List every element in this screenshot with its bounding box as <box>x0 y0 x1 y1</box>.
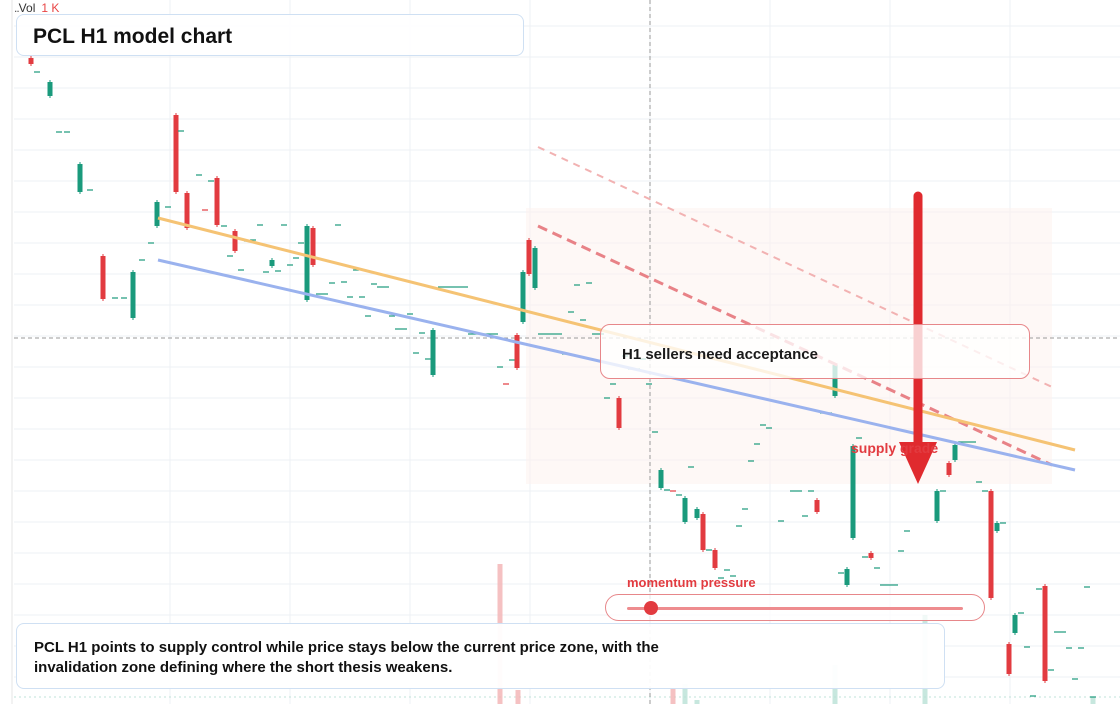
momentum-gauge <box>605 594 985 621</box>
candle-body <box>1012 615 1018 633</box>
title-panel: PCL H1 model chart <box>16 14 524 56</box>
volume-bar <box>682 684 688 704</box>
candles <box>28 56 1096 698</box>
chart-title: PCL H1 model chart <box>33 25 233 48</box>
candle-body <box>173 115 179 192</box>
candle-body <box>310 228 316 265</box>
volume-label: Vol <box>18 1 36 15</box>
callout-text: H1 sellers need acceptance <box>622 346 818 363</box>
candle-body <box>214 178 220 225</box>
candle-body <box>682 498 688 522</box>
candle-body <box>694 509 700 518</box>
volume-bar <box>515 690 521 704</box>
volume-handle-icon: .. <box>14 1 20 15</box>
supply-grade-label: supply grade <box>851 440 939 456</box>
candle-body <box>77 164 83 192</box>
candle-body <box>850 446 856 538</box>
candle-body <box>304 226 310 300</box>
volume-bar <box>1090 697 1096 704</box>
candle-body <box>184 193 190 228</box>
candle-body <box>28 58 34 64</box>
candle-body <box>988 491 994 598</box>
dashed-channel-line-dark <box>537 224 1053 467</box>
candle-body <box>868 553 874 558</box>
momentum-track <box>627 607 963 610</box>
callout-panel: H1 sellers need acceptance <box>600 324 1030 379</box>
momentum-label: momentum pressure <box>627 575 756 590</box>
short-arrow-head <box>899 442 937 484</box>
candle-body <box>154 202 160 226</box>
candle-body <box>520 272 526 322</box>
candle-body <box>700 514 706 550</box>
candle-body <box>1006 644 1012 674</box>
volume-bar <box>694 700 700 704</box>
candle-body <box>658 470 664 488</box>
summary-text: PCL H1 points to supply control while pr… <box>34 639 659 676</box>
momentum-knob <box>643 601 658 615</box>
candle-body <box>952 445 958 460</box>
volume-value: 1 K <box>41 1 60 15</box>
candle-body <box>232 231 238 251</box>
candle-body <box>47 82 53 96</box>
volume-readout: ..Vol 1 K <box>14 1 59 15</box>
candle-body <box>844 569 850 585</box>
candle-body <box>514 335 520 368</box>
candle-body <box>832 365 838 396</box>
candle-body <box>430 330 436 375</box>
candle-body <box>994 523 1000 531</box>
candle-body <box>934 491 940 521</box>
candle-body <box>616 398 622 428</box>
candle-body <box>130 272 136 318</box>
volume-bar <box>670 688 676 704</box>
candle-body <box>712 550 718 568</box>
candle-body <box>526 240 532 274</box>
summary-panel: PCL H1 points to supply control while pr… <box>16 623 945 689</box>
candle-body <box>100 256 106 299</box>
candle-body <box>1042 586 1048 681</box>
candle-body <box>814 500 820 512</box>
candle-body <box>532 248 538 288</box>
candle-body <box>946 463 952 475</box>
candle-body <box>269 260 275 266</box>
